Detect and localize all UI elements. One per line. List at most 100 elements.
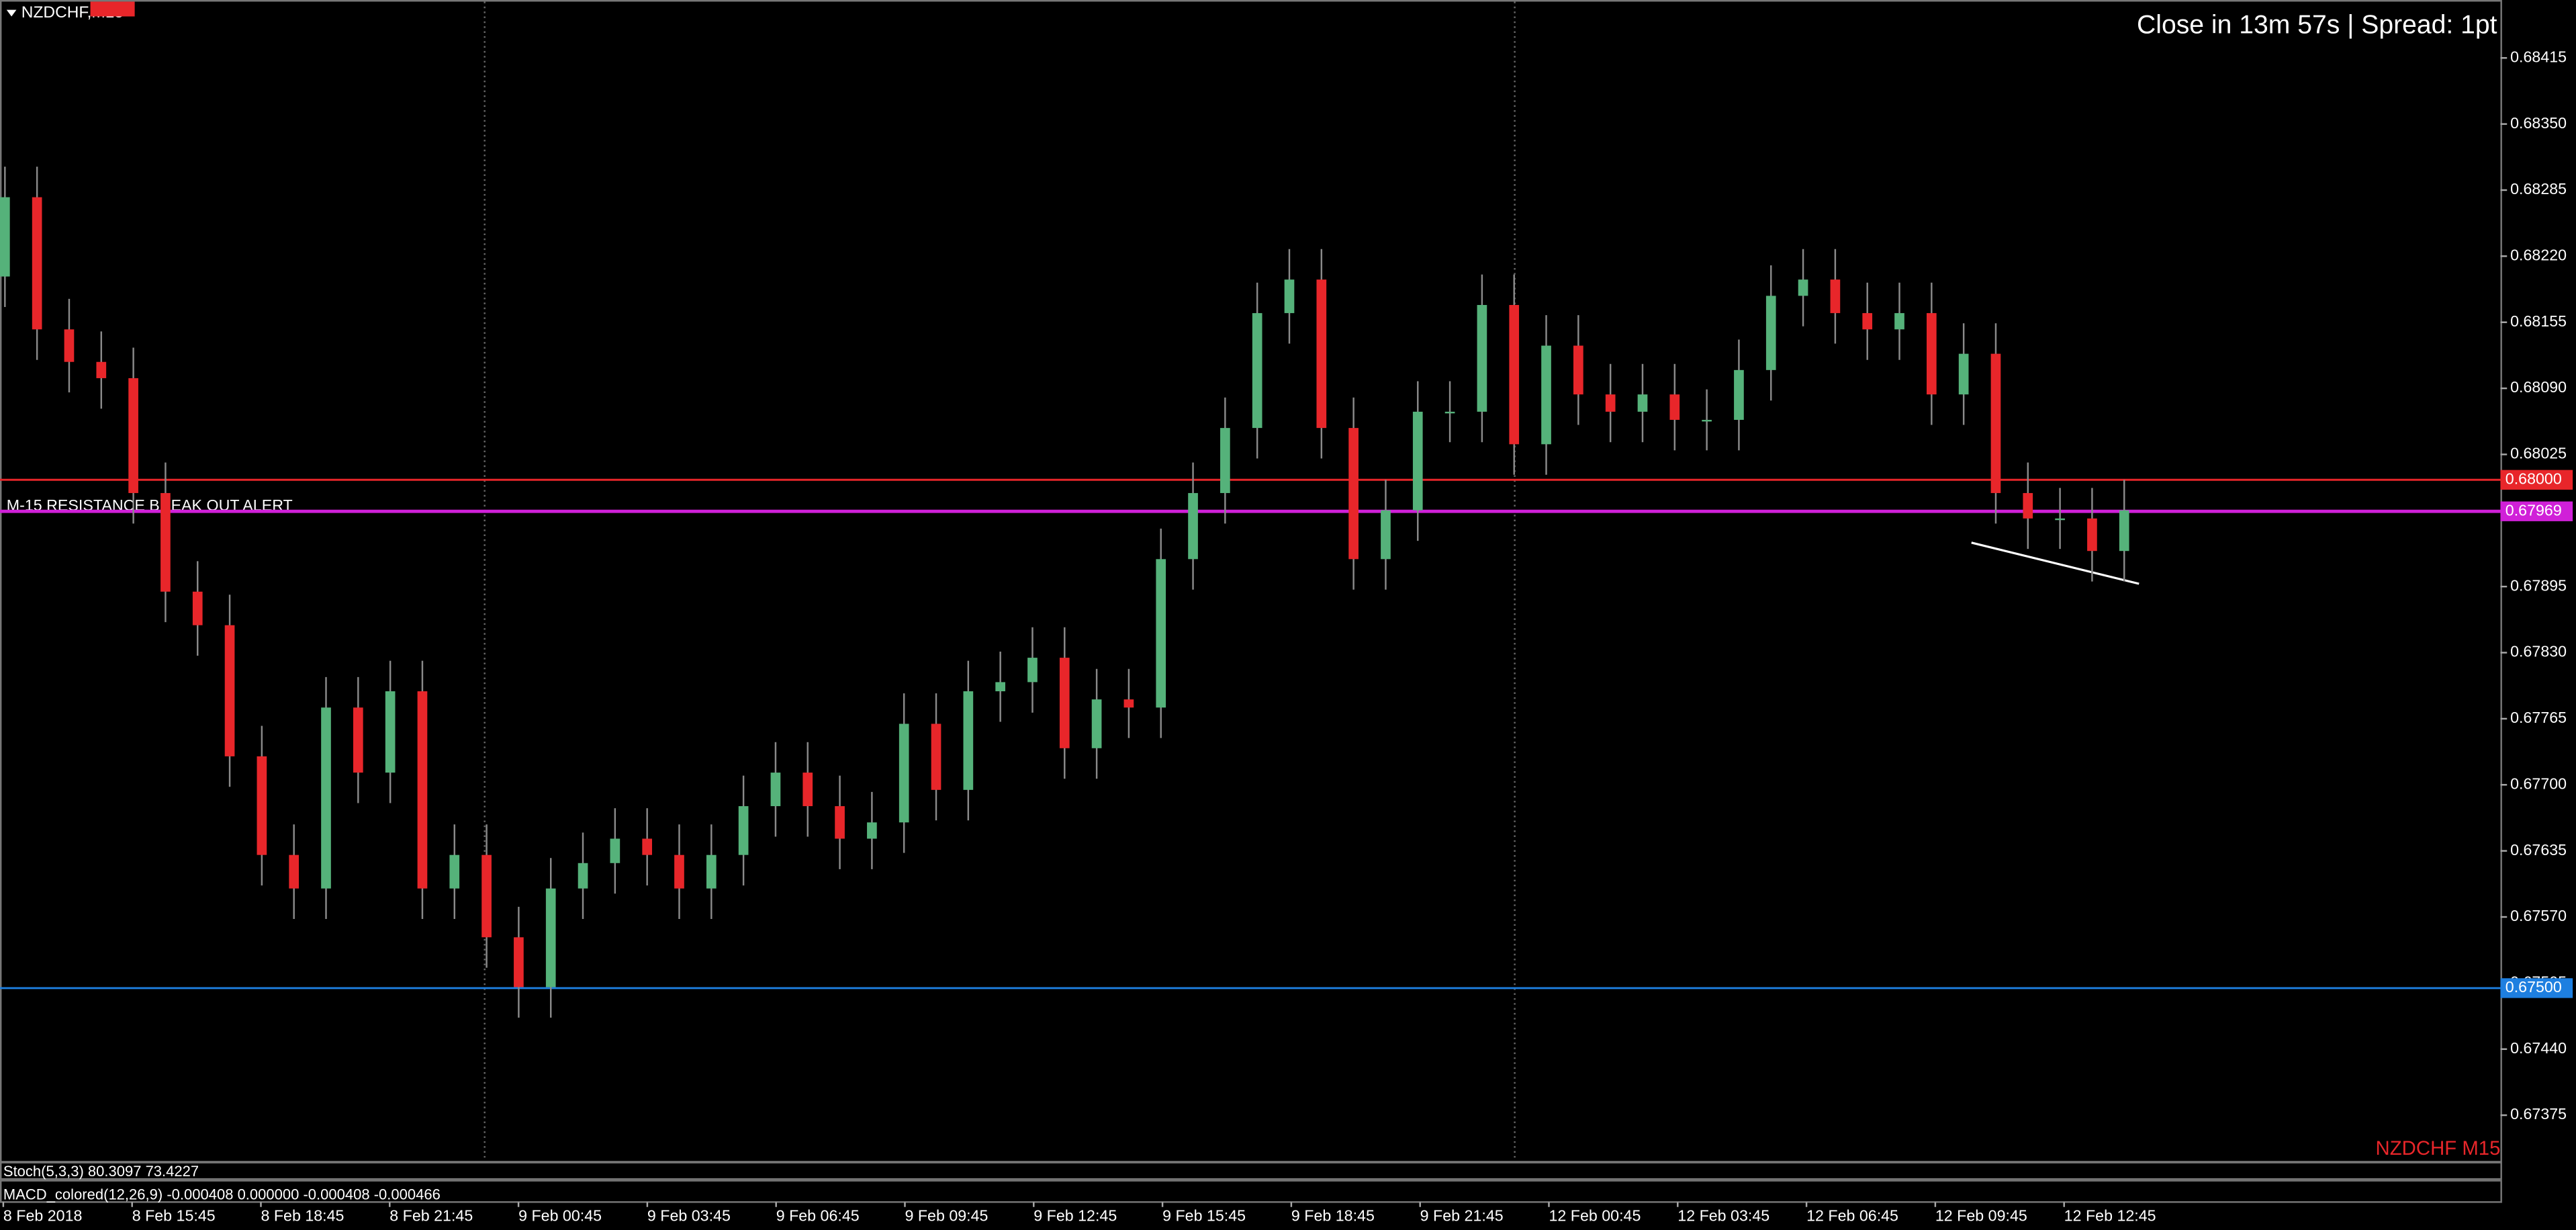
candle-body bbox=[514, 937, 524, 987]
level-tag bbox=[2500, 978, 2573, 998]
candle-body bbox=[1573, 345, 1583, 395]
candle-body bbox=[610, 838, 620, 863]
candle-body bbox=[353, 707, 363, 773]
candle-body bbox=[1926, 313, 1937, 395]
level-tag-label: 0.67969 bbox=[2505, 501, 2562, 519]
candle-body bbox=[2055, 518, 2065, 521]
x-tick-label: 9 Feb 03:45 bbox=[647, 1207, 731, 1225]
menu-arrow[interactable] bbox=[6, 9, 17, 17]
candle-body bbox=[1284, 279, 1295, 314]
candle-body bbox=[1541, 345, 1551, 445]
stoch-window bbox=[0, 1161, 2502, 1180]
alert-icon[interactable] bbox=[90, 1, 135, 17]
x-tick-label: 9 Feb 06:45 bbox=[776, 1207, 860, 1225]
candle-body bbox=[32, 197, 42, 330]
candle-body bbox=[192, 591, 203, 625]
candle-body bbox=[1765, 296, 1776, 370]
macd-label: MACD_colored(12,26,9) -0.000408 0.000000… bbox=[3, 1186, 441, 1202]
y-tick-label: 0.67765 bbox=[2510, 709, 2567, 726]
stoch-label: Stoch(5,3,3) 80.3097 73.4227 bbox=[3, 1163, 199, 1180]
candle-body bbox=[64, 329, 75, 362]
candle-body bbox=[1958, 353, 1969, 395]
y-tick-label: 0.67895 bbox=[2510, 576, 2567, 594]
candle-body bbox=[1412, 411, 1423, 511]
x-tick-label: 12 Feb 06:45 bbox=[1806, 1207, 1898, 1225]
candle-body bbox=[738, 806, 749, 855]
candle-body bbox=[1444, 411, 1455, 414]
y-tick-label: 0.68350 bbox=[2510, 114, 2567, 132]
candle-body bbox=[1669, 394, 1680, 420]
x-tick-label: 8 Feb 18:45 bbox=[261, 1207, 344, 1225]
x-tick-label: 9 Feb 00:45 bbox=[518, 1207, 602, 1225]
y-tick-label: 0.68090 bbox=[2510, 378, 2567, 396]
x-tick-label: 9 Feb 12:45 bbox=[1033, 1207, 1117, 1225]
candle-body bbox=[1188, 492, 1198, 560]
x-tick-label: 8 Feb 21:45 bbox=[389, 1207, 473, 1225]
candle-body bbox=[1123, 699, 1134, 708]
candle-body bbox=[1605, 394, 1616, 412]
candle-body bbox=[963, 691, 974, 790]
candle-body bbox=[2023, 492, 2033, 519]
candle-body bbox=[1220, 428, 1230, 493]
y-tick-label: 0.68415 bbox=[2510, 48, 2567, 65]
x-tick-label: 12 Feb 00:45 bbox=[1549, 1207, 1641, 1225]
candle-body bbox=[224, 625, 235, 756]
candle-body bbox=[1156, 559, 1166, 708]
candle-body bbox=[417, 691, 428, 889]
y-tick-label: 0.67375 bbox=[2510, 1105, 2567, 1123]
candle-body bbox=[1734, 369, 1744, 420]
candle-body bbox=[96, 361, 107, 378]
level-tag-label: 0.68000 bbox=[2505, 470, 2562, 487]
y-tick-label: 0.67635 bbox=[2510, 841, 2567, 859]
candle-body bbox=[1316, 279, 1327, 429]
candle-body bbox=[835, 806, 845, 839]
candle-body bbox=[1830, 279, 1841, 314]
candle-body bbox=[257, 756, 267, 855]
timer-info: Close in 13m 57s | Spread: 1pt bbox=[2137, 11, 2497, 40]
candle-body bbox=[995, 682, 1005, 692]
candle-body bbox=[899, 723, 909, 823]
candle-body bbox=[545, 888, 556, 987]
y-tick-label: 0.68220 bbox=[2510, 246, 2567, 263]
x-tick-label: 9 Feb 21:45 bbox=[1420, 1207, 1504, 1225]
candle-body bbox=[481, 854, 492, 938]
candle-body bbox=[449, 854, 460, 889]
candle-body bbox=[1894, 313, 1904, 330]
candle-body bbox=[1059, 658, 1070, 748]
symbol-label: NZDCHF M15 bbox=[2376, 1137, 2501, 1159]
candle-body bbox=[770, 773, 781, 807]
candle-body bbox=[931, 723, 941, 790]
y-tick-label: 0.67700 bbox=[2510, 775, 2567, 792]
candle-body bbox=[1091, 699, 1102, 748]
candle-body bbox=[0, 197, 10, 277]
y-tick-label: 0.67440 bbox=[2510, 1039, 2567, 1057]
candle-body bbox=[1862, 313, 1873, 330]
candle-body bbox=[128, 378, 138, 493]
candle-body bbox=[1252, 313, 1262, 429]
candle-body bbox=[1798, 279, 1808, 296]
candle-body bbox=[1509, 304, 1520, 445]
y-tick-label: 0.68155 bbox=[2510, 312, 2567, 330]
candle-body bbox=[1348, 428, 1359, 560]
candle-body bbox=[160, 492, 171, 592]
candle-body bbox=[2119, 510, 2129, 552]
trend-line bbox=[1971, 541, 2140, 585]
candle-body bbox=[1990, 353, 2001, 493]
candle-body bbox=[674, 854, 684, 889]
y-tick-label: 0.68025 bbox=[2510, 445, 2567, 462]
candle-body bbox=[802, 773, 813, 807]
candle-body bbox=[1027, 658, 1038, 683]
candle-body bbox=[2087, 518, 2097, 552]
candle-body bbox=[578, 863, 588, 889]
candle-body bbox=[1702, 419, 1712, 422]
candle-body bbox=[289, 854, 300, 889]
x-tick-label: 8 Feb 15:45 bbox=[132, 1207, 216, 1225]
x-tick-label: 12 Feb 12:45 bbox=[2064, 1207, 2156, 1225]
level-tag bbox=[2500, 501, 2573, 521]
x-tick-label: 9 Feb 15:45 bbox=[1162, 1207, 1246, 1225]
candle-body bbox=[1637, 394, 1648, 412]
x-tick-label: 12 Feb 03:45 bbox=[1677, 1207, 1769, 1225]
